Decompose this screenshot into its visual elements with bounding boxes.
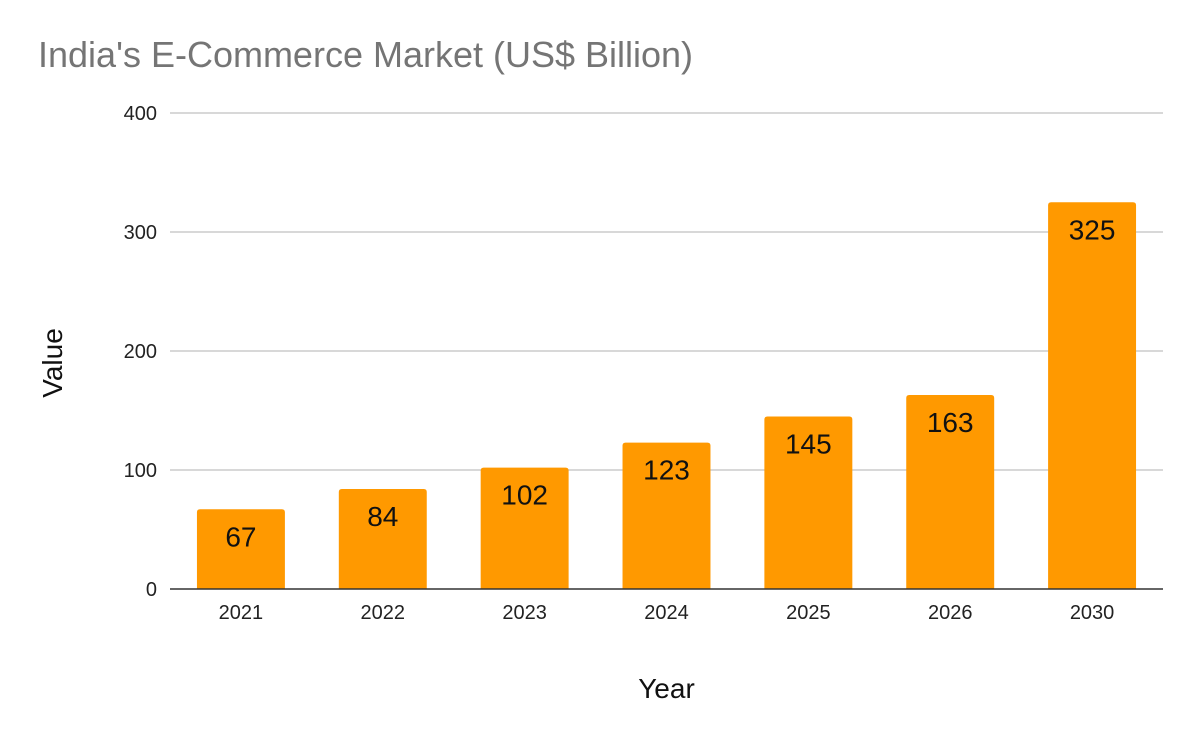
x-tick-label: 2023 xyxy=(502,602,547,624)
y-tick-label: 0 xyxy=(146,579,157,601)
x-tick-label: 2024 xyxy=(644,602,689,624)
y-tick-label: 300 xyxy=(124,222,157,244)
data-label: 163 xyxy=(927,407,974,438)
gridlines xyxy=(170,112,1163,471)
x-tick-label: 2025 xyxy=(786,602,831,624)
y-tick-label: 400 xyxy=(124,103,157,125)
data-label: 84 xyxy=(367,501,398,532)
x-tick-label: 2026 xyxy=(928,602,973,624)
data-label: 123 xyxy=(643,455,690,486)
chart-title: India's E-Commerce Market (US$ Billion) xyxy=(38,34,694,75)
x-tick-label: 2022 xyxy=(361,602,406,624)
data-label: 325 xyxy=(1069,214,1116,245)
y-tick-label: 200 xyxy=(124,341,157,363)
bars xyxy=(196,202,1137,589)
bar xyxy=(196,509,285,589)
bar xyxy=(338,489,427,589)
bar xyxy=(1048,202,1137,589)
bar xyxy=(622,442,711,589)
data-label: 145 xyxy=(785,428,832,459)
bar xyxy=(906,395,995,589)
data-label: 102 xyxy=(501,480,548,511)
y-tick-label: 100 xyxy=(124,460,157,482)
data-labels: 67 84 102 123 145 163 325 xyxy=(225,214,1115,552)
x-tick-label: 2030 xyxy=(1070,602,1115,624)
x-axis-title: Year xyxy=(638,673,695,704)
bar xyxy=(764,416,853,589)
data-label: 67 xyxy=(225,521,256,552)
x-tick-label: 2021 xyxy=(219,602,264,624)
y-axis-title: Value xyxy=(37,328,68,398)
bar xyxy=(480,467,569,589)
axes: 0 100 200 300 400 2021 2022 2023 2024 2025 2026 203… xyxy=(124,103,1163,624)
